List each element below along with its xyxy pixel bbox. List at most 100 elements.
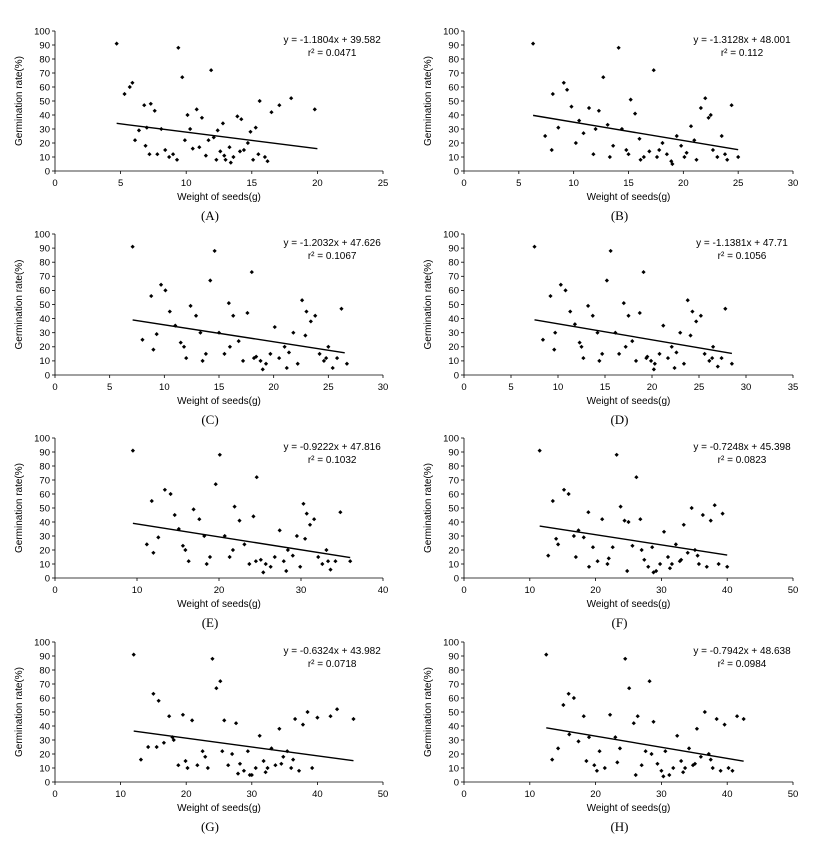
data-point: [532, 244, 537, 249]
data-point: [132, 138, 138, 143]
data-point: [170, 152, 176, 157]
data-point: [602, 765, 607, 771]
data-point: [317, 351, 322, 356]
x-tick-label: 50: [788, 789, 799, 800]
y-tick-label: 90: [448, 40, 459, 51]
data-point: [209, 68, 214, 73]
data-point: [665, 554, 671, 560]
y-tick-label: 90: [39, 447, 50, 458]
y-tick-label: 40: [448, 110, 459, 121]
data-point: [566, 491, 571, 497]
x-tick-label: 30: [656, 585, 667, 596]
y-axis-title: Germination rate(%): [423, 667, 434, 757]
data-point: [241, 768, 247, 773]
y-tick-label: 50: [39, 300, 50, 311]
data-point: [576, 739, 581, 744]
y-tick-label: 90: [39, 651, 50, 662]
y-tick-label: 0: [45, 370, 50, 381]
data-point: [303, 333, 308, 338]
y-tick-label: 60: [448, 82, 459, 93]
data-point: [261, 758, 266, 764]
data-point: [584, 758, 589, 764]
data-point: [604, 278, 609, 283]
data-point: [237, 149, 243, 154]
data-point: [688, 333, 693, 338]
data-point: [628, 97, 633, 102]
data-point: [621, 300, 626, 306]
data-point: [223, 157, 228, 162]
data-point: [725, 564, 730, 569]
data-point: [310, 765, 315, 771]
data-point: [577, 118, 582, 123]
data-point: [326, 344, 331, 349]
panel-label: (C): [201, 412, 218, 427]
data-point: [725, 157, 730, 162]
panel-label: (G): [201, 819, 219, 834]
data-point: [197, 145, 202, 150]
data-point: [638, 157, 643, 162]
data-point: [597, 749, 602, 754]
y-tick-label: 100: [443, 637, 459, 648]
x-tick-label: 15: [247, 178, 258, 189]
data-point: [222, 718, 227, 723]
data-point: [253, 559, 258, 564]
data-point: [182, 138, 187, 143]
data-point: [240, 358, 246, 363]
data-point: [681, 361, 687, 366]
data-point: [566, 691, 571, 696]
data-point: [729, 361, 734, 366]
data-point: [569, 104, 574, 109]
x-axis-title: Weight of seeds(g): [177, 599, 261, 610]
data-point: [269, 110, 274, 115]
data-point: [289, 765, 294, 771]
x-tick-label: 30: [741, 382, 752, 393]
x-tick-label: 25: [378, 178, 389, 189]
data-point: [638, 517, 643, 522]
y-tick-label: 30: [39, 531, 50, 542]
panel-f: 0 10 20 30 40 50 60 70 80 90 100 0 10 20 30 40 50 Weight …: [423, 433, 798, 630]
y-tick-label: 70: [39, 475, 50, 486]
data-point: [549, 147, 554, 153]
data-point: [592, 763, 597, 768]
y-axis-title: Germination rate(%): [423, 56, 434, 146]
data-point: [679, 557, 684, 562]
data-point: [167, 309, 172, 314]
data-point: [328, 714, 333, 719]
data-point: [586, 105, 592, 111]
data-point: [316, 554, 321, 560]
data-point: [722, 722, 727, 727]
data-point: [673, 542, 678, 547]
x-tick-label: 20: [678, 178, 689, 189]
trendline: [532, 114, 739, 151]
data-point: [586, 735, 592, 740]
data-point: [590, 313, 595, 318]
data-point: [303, 536, 308, 541]
data-point: [611, 143, 616, 148]
data-point: [272, 554, 277, 560]
data-point: [178, 340, 183, 345]
y-tick-label: 60: [448, 286, 459, 297]
data-point: [719, 133, 724, 139]
data-point: [181, 344, 187, 349]
y-tick-label: 90: [448, 243, 459, 254]
x-tick-label: 10: [525, 585, 536, 596]
y-tick-label: 40: [448, 314, 459, 325]
data-point: [324, 547, 329, 553]
y-tick-label: 50: [39, 503, 50, 514]
data-point: [594, 768, 600, 773]
y-tick-label: 60: [39, 286, 50, 297]
data-point: [339, 306, 344, 311]
trendline: [133, 730, 354, 762]
data-point: [667, 566, 673, 571]
y-tick-label: 0: [45, 166, 50, 177]
data-point: [253, 125, 258, 130]
data-point: [296, 768, 302, 773]
data-point: [251, 355, 257, 361]
data-point: [716, 561, 721, 567]
data-point: [247, 772, 252, 778]
y-tick-label: 60: [39, 82, 50, 93]
data-point: [633, 358, 639, 363]
data-point: [679, 758, 684, 764]
y-tick-label: 80: [39, 665, 50, 676]
data-point: [212, 248, 217, 254]
